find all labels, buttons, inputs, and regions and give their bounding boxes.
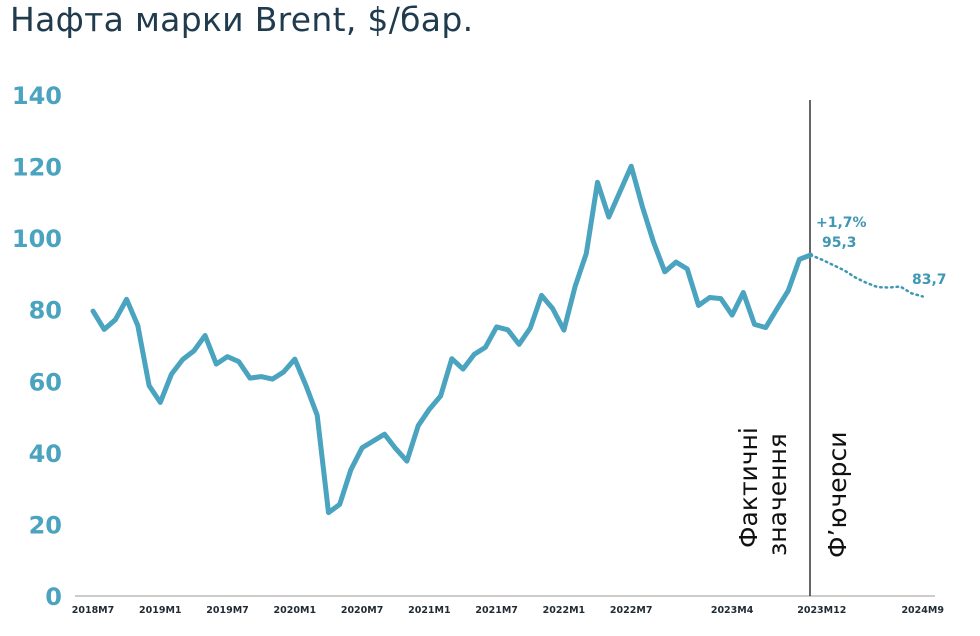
x-tick-label: 2023M4: [711, 605, 754, 616]
x-tick-label: 2019M1: [139, 605, 182, 616]
region-label-actual-line2: значення: [763, 433, 792, 556]
x-tick-label: 2018M7: [72, 605, 115, 616]
annotation-change: +1,7%: [816, 215, 867, 231]
y-tick-label: 80: [29, 297, 62, 325]
forecast-series-line: [809, 253, 924, 298]
x-tick-label: 2021M1: [408, 605, 451, 616]
y-tick-label: 100: [12, 225, 62, 253]
x-tick-label: 2020M1: [274, 605, 317, 616]
x-tick-label: 2019M7: [206, 605, 249, 616]
x-tick-label: 2024M9: [901, 605, 944, 616]
annotation-last-actual: 95,3: [822, 235, 857, 251]
y-tick-label: 20: [29, 511, 62, 539]
y-tick-label: 60: [29, 368, 62, 396]
y-tick-label: 140: [12, 82, 62, 110]
x-axis-ticks: 2018M7 2019M1 2019M7 2020M1 2020M7 2021M1 2021…: [72, 605, 944, 616]
series-group: [90, 163, 924, 516]
y-tick-label: 120: [12, 154, 62, 182]
y-tick-label: 40: [29, 440, 62, 468]
region-label-futures: Ф’ючерси: [823, 431, 852, 558]
y-tick-label: 0: [45, 583, 62, 611]
annotations-group: +1,7% 95,3 83,7: [816, 215, 947, 288]
x-tick-label: 2022M1: [543, 605, 586, 616]
chart-title: Нафта марки Brent, $/бар.: [10, 0, 474, 39]
x-tick-label: 2023M12: [797, 605, 846, 616]
annotation-forecast-end: 83,7: [912, 272, 947, 288]
x-tick-label: 2020M7: [341, 605, 384, 616]
actual-series-line: [90, 163, 814, 516]
region-label-actual-line1: Фактичні: [734, 427, 763, 548]
x-tick-label: 2021M7: [475, 605, 518, 616]
y-axis-ticks: 0 20 40 60 80 100 120 140: [12, 82, 62, 611]
x-tick-label: 2022M7: [610, 605, 653, 616]
